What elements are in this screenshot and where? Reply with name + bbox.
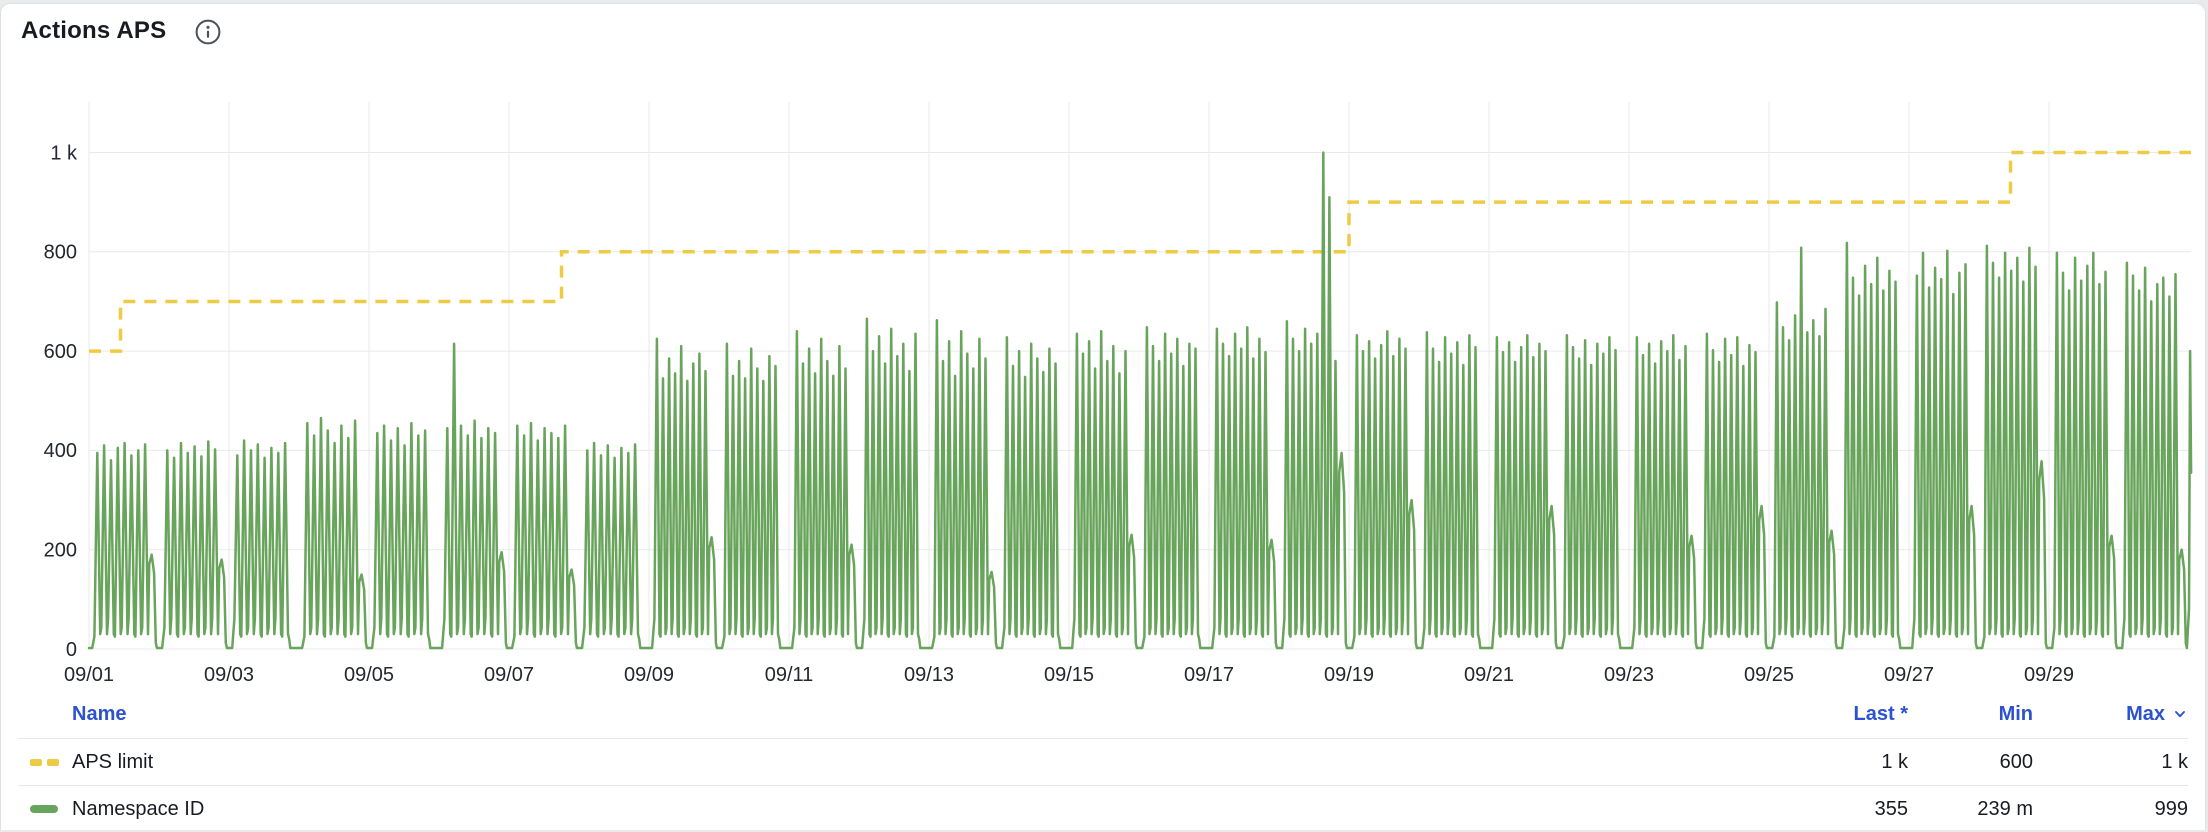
legend-sort-last[interactable]: Last * <box>1853 702 1908 725</box>
namespace-id-min-value: 239 m <box>1977 797 2033 820</box>
y-tick-label: 400 <box>44 440 77 462</box>
x-tick-label: 09/23 <box>1604 664 1654 686</box>
namespace-id-max-value: 999 <box>2154 797 2188 820</box>
chevron-down-icon <box>2172 706 2188 722</box>
x-tick-label: 09/11 <box>765 664 814 686</box>
y-tick-label: 1 k <box>50 142 78 164</box>
x-tick-label: 09/07 <box>484 664 534 686</box>
x-tick-label: 09/13 <box>904 664 954 686</box>
x-tick-label: 09/01 <box>64 664 114 686</box>
aps-limit-swatch-icon <box>30 758 60 766</box>
legend-sort-max[interactable]: Max <box>2126 702 2165 725</box>
namespace-id-swatch-icon <box>30 805 60 813</box>
legend-row-aps-limit: APS limit 1 k 600 1 k <box>18 738 2188 785</box>
y-tick-label: 0 <box>66 639 77 661</box>
x-tick-label: 09/21 <box>1464 664 1514 686</box>
legend-header-row: Name Last * Min Max <box>18 690 2188 738</box>
aps-limit-max-value: 1 k <box>2161 750 2188 773</box>
x-tick-label: 09/19 <box>1324 664 1374 686</box>
x-tick-label: 09/05 <box>344 664 394 686</box>
panel-title: Actions APS <box>21 17 167 44</box>
x-tick-label: 09/09 <box>624 664 674 686</box>
aps-limit-min-value: 600 <box>1999 750 2033 773</box>
namespace-id-last-value: 355 <box>1874 797 1908 820</box>
x-tick-label: 09/03 <box>204 664 254 686</box>
info-icon[interactable] <box>194 18 222 46</box>
actions-aps-chart[interactable]: 0 200 400 600 800 1 k 09/01 09/03 09/05 09/07 09/0… <box>1 4 2208 690</box>
y-tick-label: 200 <box>44 540 77 562</box>
series-namespace-id-line <box>87 151 2193 650</box>
legend-table: Name Last * Min Max APS limit 1 k 600 1 … <box>1 690 2205 832</box>
aps-limit-last-value: 1 k <box>1881 750 1908 773</box>
legend-series-namespace-id[interactable]: Namespace ID <box>72 797 205 820</box>
x-tick-label: 09/29 <box>2024 664 2074 686</box>
x-tick-label: 09/27 <box>1884 664 1934 686</box>
y-tick-label: 600 <box>44 341 77 363</box>
legend-sort-min[interactable]: Min <box>1998 702 2033 725</box>
panel-header: Actions APS <box>21 16 222 46</box>
y-tick-label: 800 <box>44 242 77 264</box>
x-tick-label: 09/17 <box>1184 664 1234 686</box>
x-tick-label: 09/25 <box>1744 664 1794 686</box>
legend-sort-name[interactable]: Name <box>72 702 127 725</box>
legend-row-namespace-id: Namespace ID 355 239 m 999 <box>18 785 2188 832</box>
actions-aps-panel: 0 200 400 600 800 1 k 09/01 09/03 09/05 09/07 09/0… <box>0 3 2206 830</box>
legend-series-aps-limit[interactable]: APS limit <box>72 750 154 773</box>
x-tick-label: 09/15 <box>1044 664 1094 686</box>
